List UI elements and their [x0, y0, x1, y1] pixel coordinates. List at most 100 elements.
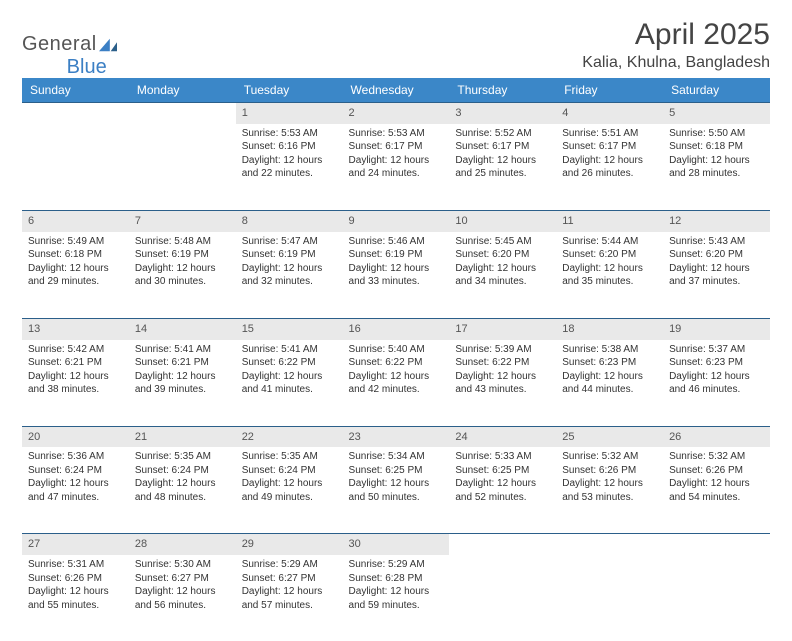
daylight-line: Daylight: 12 hours and 38 minutes. — [28, 370, 123, 397]
sunrise-line: Sunrise: 5:32 AM — [669, 450, 764, 464]
daylight-line: Daylight: 12 hours and 35 minutes. — [562, 262, 657, 289]
sunrise-line: Sunrise: 5:39 AM — [455, 343, 550, 357]
day-body-row: Sunrise: 5:31 AMSunset: 6:26 PMDaylight:… — [22, 555, 770, 641]
sunset-line: Sunset: 6:18 PM — [669, 140, 764, 154]
sunset-line: Sunset: 6:23 PM — [669, 356, 764, 370]
day-cell — [556, 555, 663, 641]
sunset-line: Sunset: 6:27 PM — [135, 572, 230, 586]
sunset-line: Sunset: 6:26 PM — [28, 572, 123, 586]
sunrise-line: Sunrise: 5:46 AM — [349, 235, 444, 249]
sunrise-line: Sunrise: 5:50 AM — [669, 127, 764, 141]
day-cell: Sunrise: 5:29 AMSunset: 6:28 PMDaylight:… — [343, 555, 450, 641]
day-number-empty — [449, 533, 556, 555]
day-number: 6 — [22, 210, 129, 232]
day-cell-body: Sunrise: 5:48 AMSunset: 6:19 PMDaylight:… — [129, 232, 236, 295]
daylight-line: Daylight: 12 hours and 24 minutes. — [349, 154, 444, 181]
day-cell: Sunrise: 5:52 AMSunset: 6:17 PMDaylight:… — [449, 124, 556, 210]
logo-sail-icon — [99, 38, 117, 52]
day-number: 25 — [556, 426, 663, 448]
day-cell-body: Sunrise: 5:32 AMSunset: 6:26 PMDaylight:… — [556, 447, 663, 510]
day-cell-body: Sunrise: 5:32 AMSunset: 6:26 PMDaylight:… — [663, 447, 770, 510]
day-cell-body: Sunrise: 5:41 AMSunset: 6:22 PMDaylight:… — [236, 340, 343, 403]
day-cell: Sunrise: 5:41 AMSunset: 6:21 PMDaylight:… — [129, 340, 236, 426]
sunset-line: Sunset: 6:20 PM — [669, 248, 764, 262]
weekday-header: Monday — [129, 78, 236, 102]
day-number: 29 — [236, 533, 343, 555]
daylight-line: Daylight: 12 hours and 46 minutes. — [669, 370, 764, 397]
day-number: 8 — [236, 210, 343, 232]
day-number: 18 — [556, 318, 663, 340]
daylight-line: Daylight: 12 hours and 55 minutes. — [28, 585, 123, 612]
weekday-header: Saturday — [663, 78, 770, 102]
sunrise-line: Sunrise: 5:34 AM — [349, 450, 444, 464]
day-number: 4 — [556, 102, 663, 124]
day-cell-body: Sunrise: 5:30 AMSunset: 6:27 PMDaylight:… — [129, 555, 236, 618]
logo-word-1: General — [22, 33, 97, 56]
sunrise-line: Sunrise: 5:47 AM — [242, 235, 337, 249]
day-number: 26 — [663, 426, 770, 448]
sunrise-line: Sunrise: 5:49 AM — [28, 235, 123, 249]
sunset-line: Sunset: 6:22 PM — [242, 356, 337, 370]
day-cell-body: Sunrise: 5:36 AMSunset: 6:24 PMDaylight:… — [22, 447, 129, 510]
day-cell: Sunrise: 5:42 AMSunset: 6:21 PMDaylight:… — [22, 340, 129, 426]
day-cell-body: Sunrise: 5:31 AMSunset: 6:26 PMDaylight:… — [22, 555, 129, 618]
daylight-line: Daylight: 12 hours and 22 minutes. — [242, 154, 337, 181]
day-cell-body: Sunrise: 5:38 AMSunset: 6:23 PMDaylight:… — [556, 340, 663, 403]
daylight-line: Daylight: 12 hours and 49 minutes. — [242, 477, 337, 504]
sunrise-line: Sunrise: 5:36 AM — [28, 450, 123, 464]
header: General Blue April 2025 Kalia, Khulna, B… — [22, 18, 770, 72]
day-number-empty — [22, 102, 129, 124]
day-number: 7 — [129, 210, 236, 232]
day-number: 13 — [22, 318, 129, 340]
day-number: 21 — [129, 426, 236, 448]
sunset-line: Sunset: 6:17 PM — [349, 140, 444, 154]
page-title: April 2025 — [582, 18, 770, 52]
day-number: 9 — [343, 210, 450, 232]
day-number-empty — [129, 102, 236, 124]
sunrise-line: Sunrise: 5:45 AM — [455, 235, 550, 249]
day-cell: Sunrise: 5:51 AMSunset: 6:17 PMDaylight:… — [556, 124, 663, 210]
sunrise-line: Sunrise: 5:42 AM — [28, 343, 123, 357]
sunrise-line: Sunrise: 5:38 AM — [562, 343, 657, 357]
day-cell: Sunrise: 5:46 AMSunset: 6:19 PMDaylight:… — [343, 232, 450, 318]
sunrise-line: Sunrise: 5:29 AM — [242, 558, 337, 572]
day-cell-body: Sunrise: 5:44 AMSunset: 6:20 PMDaylight:… — [556, 232, 663, 295]
day-number: 28 — [129, 533, 236, 555]
day-cell: Sunrise: 5:43 AMSunset: 6:20 PMDaylight:… — [663, 232, 770, 318]
day-number: 20 — [22, 426, 129, 448]
daylight-line: Daylight: 12 hours and 42 minutes. — [349, 370, 444, 397]
day-number-row: 12345 — [22, 102, 770, 124]
day-number: 23 — [343, 426, 450, 448]
daylight-line: Daylight: 12 hours and 54 minutes. — [669, 477, 764, 504]
day-cell-body: Sunrise: 5:33 AMSunset: 6:25 PMDaylight:… — [449, 447, 556, 510]
sunset-line: Sunset: 6:26 PM — [562, 464, 657, 478]
daylight-line: Daylight: 12 hours and 48 minutes. — [135, 477, 230, 504]
sunset-line: Sunset: 6:24 PM — [135, 464, 230, 478]
day-cell-body: Sunrise: 5:46 AMSunset: 6:19 PMDaylight:… — [343, 232, 450, 295]
day-cell: Sunrise: 5:36 AMSunset: 6:24 PMDaylight:… — [22, 447, 129, 533]
weekday-header: Tuesday — [236, 78, 343, 102]
day-number: 15 — [236, 318, 343, 340]
day-body-row: Sunrise: 5:36 AMSunset: 6:24 PMDaylight:… — [22, 447, 770, 533]
daylight-line: Daylight: 12 hours and 52 minutes. — [455, 477, 550, 504]
day-cell: Sunrise: 5:29 AMSunset: 6:27 PMDaylight:… — [236, 555, 343, 641]
day-cell — [22, 124, 129, 210]
sunset-line: Sunset: 6:20 PM — [562, 248, 657, 262]
day-cell: Sunrise: 5:44 AMSunset: 6:20 PMDaylight:… — [556, 232, 663, 318]
sunset-line: Sunset: 6:20 PM — [455, 248, 550, 262]
sunset-line: Sunset: 6:26 PM — [669, 464, 764, 478]
day-body-row: Sunrise: 5:49 AMSunset: 6:18 PMDaylight:… — [22, 232, 770, 318]
daylight-line: Daylight: 12 hours and 34 minutes. — [455, 262, 550, 289]
sunrise-line: Sunrise: 5:52 AM — [455, 127, 550, 141]
sunset-line: Sunset: 6:21 PM — [135, 356, 230, 370]
day-number: 1 — [236, 102, 343, 124]
day-cell-body: Sunrise: 5:29 AMSunset: 6:28 PMDaylight:… — [343, 555, 450, 618]
day-cell — [449, 555, 556, 641]
daylight-line: Daylight: 12 hours and 56 minutes. — [135, 585, 230, 612]
calendar-table: Sunday Monday Tuesday Wednesday Thursday… — [22, 78, 770, 641]
day-body-row: Sunrise: 5:42 AM Sunset: 6:21 PM Daylight:… — [22, 340, 770, 426]
day-cell-body: Sunrise: 5:35 AMSunset: 6:24 PMDaylight:… — [236, 447, 343, 510]
day-cell-body: Sunrise: 5:29 AMSunset: 6:27 PMDaylight:… — [236, 555, 343, 618]
day-number-row: 27282930 — [22, 533, 770, 555]
day-cell: Sunrise: 5:32 AMSunset: 6:26 PMDaylight:… — [663, 447, 770, 533]
